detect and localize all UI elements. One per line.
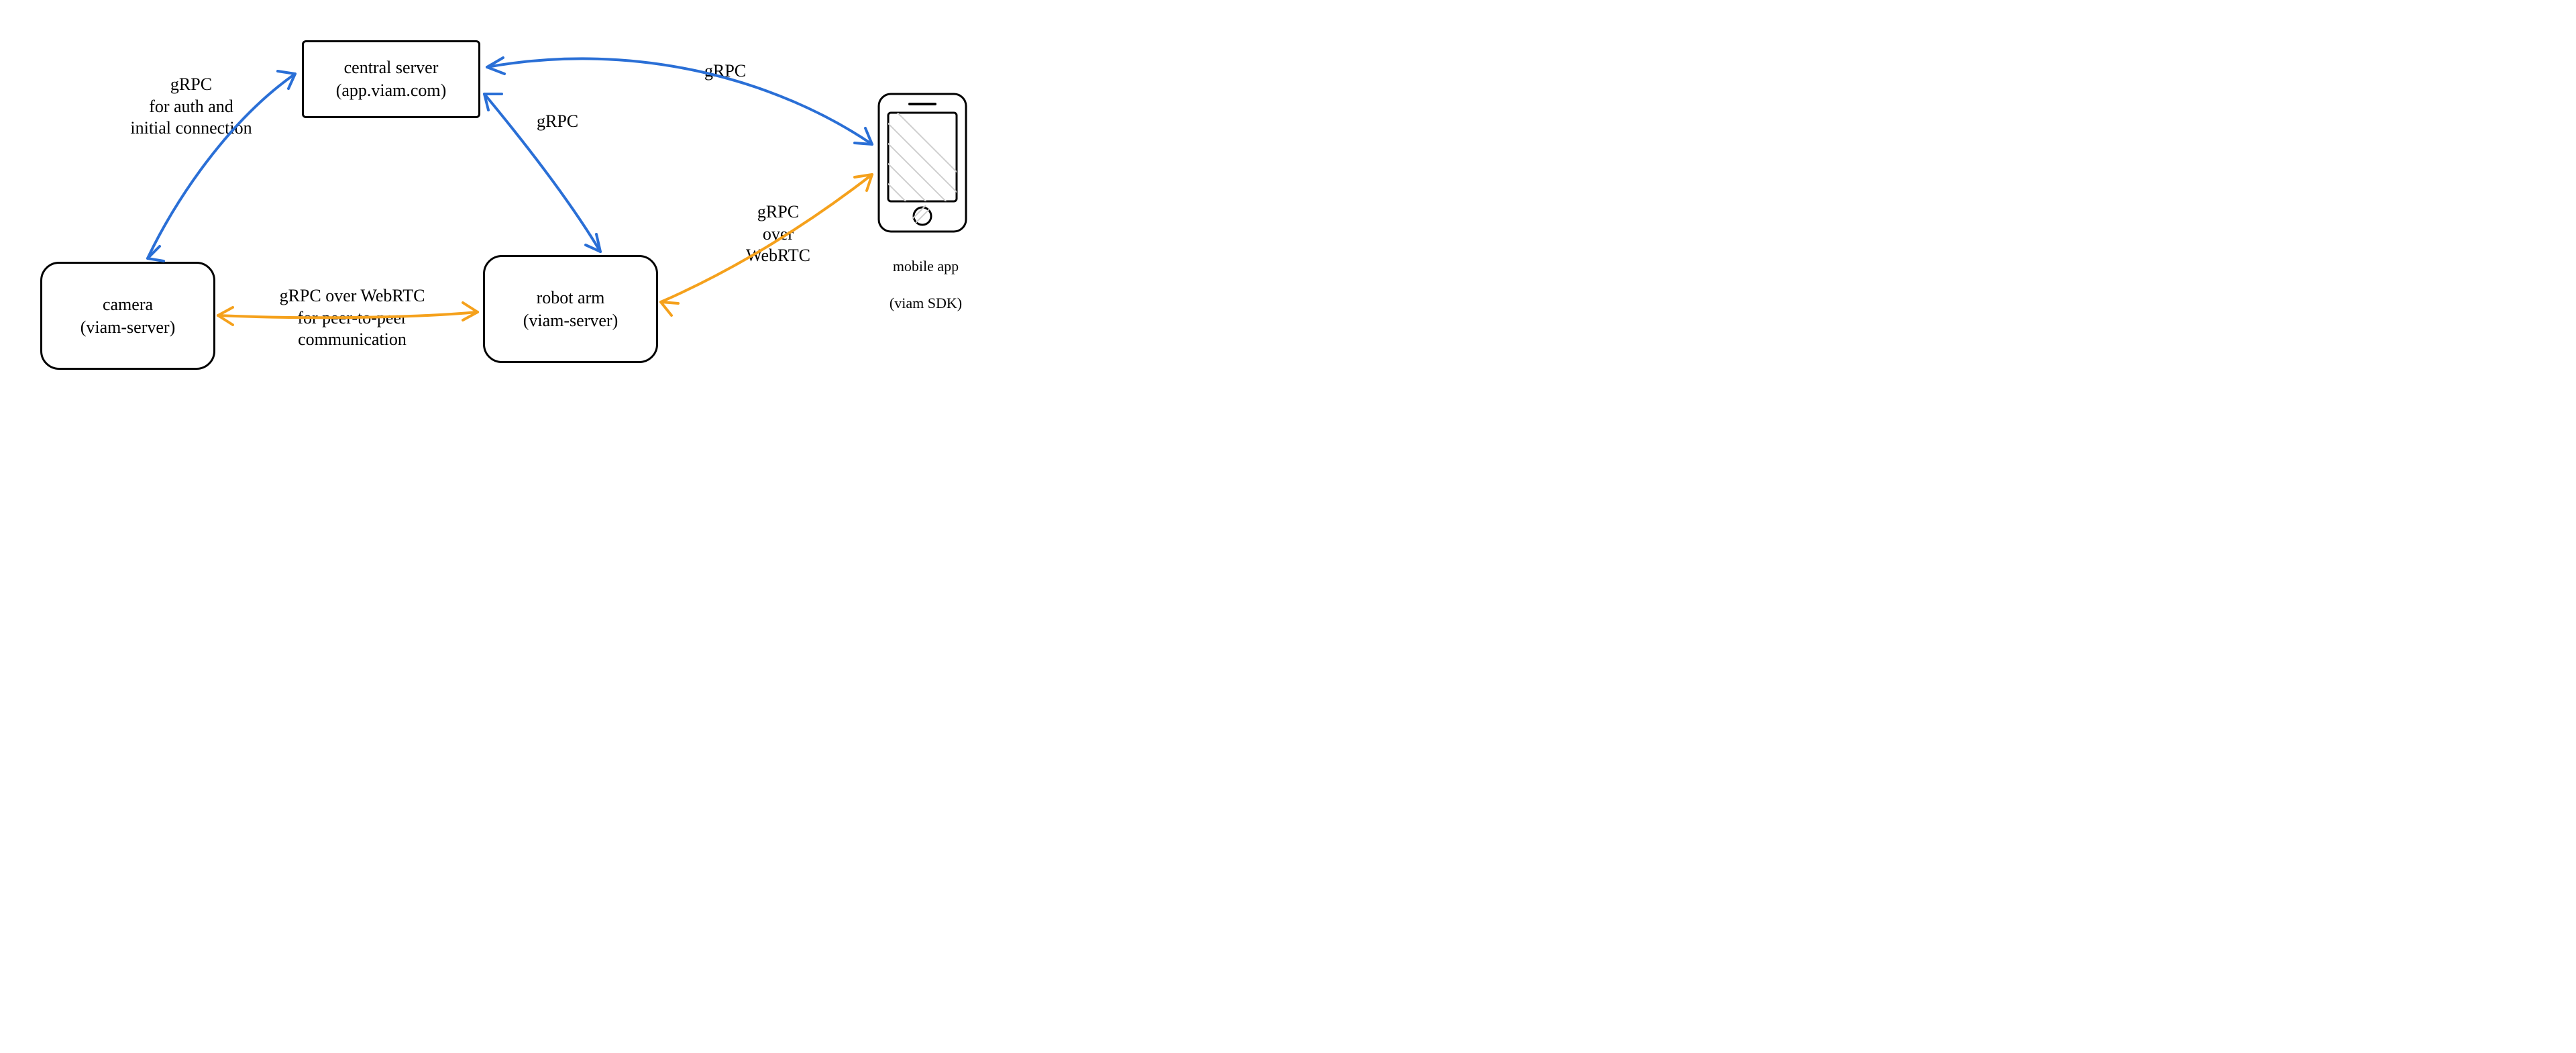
node-central-server: central server (app.viam.com): [302, 40, 480, 118]
node-central-server-line2: (app.viam.com): [336, 81, 447, 100]
node-robot-arm-line1: robot arm: [537, 288, 605, 307]
node-central-server-line1: central server: [344, 58, 439, 77]
node-mobile-line1: mobile app: [893, 258, 959, 274]
edge-label-webrtc-right: gRPC over WebRTC: [724, 201, 832, 267]
node-robot-arm-line2: (viam-server): [523, 311, 618, 330]
node-mobile-line2: (viam SDK): [890, 295, 962, 311]
edge-label-grpc-center: gRPC: [537, 111, 578, 133]
node-camera-line1: camera: [103, 295, 153, 314]
node-camera-line2: (viam-server): [80, 317, 175, 337]
diagram-canvas: central server (app.viam.com) camera (vi…: [0, 0, 1046, 430]
edge-label-grpc-auth: gRPC for auth and initial connection: [104, 74, 278, 140]
edge-label-webrtc-center: gRPC over WebRTC for peer-to-peer commun…: [252, 285, 453, 351]
node-robot-arm: robot arm (viam-server): [483, 255, 658, 363]
node-camera: camera (viam-server): [40, 262, 215, 370]
node-mobile-caption: mobile app (viam SDK): [865, 238, 986, 312]
edge-label-grpc-topright: gRPC: [704, 60, 746, 83]
